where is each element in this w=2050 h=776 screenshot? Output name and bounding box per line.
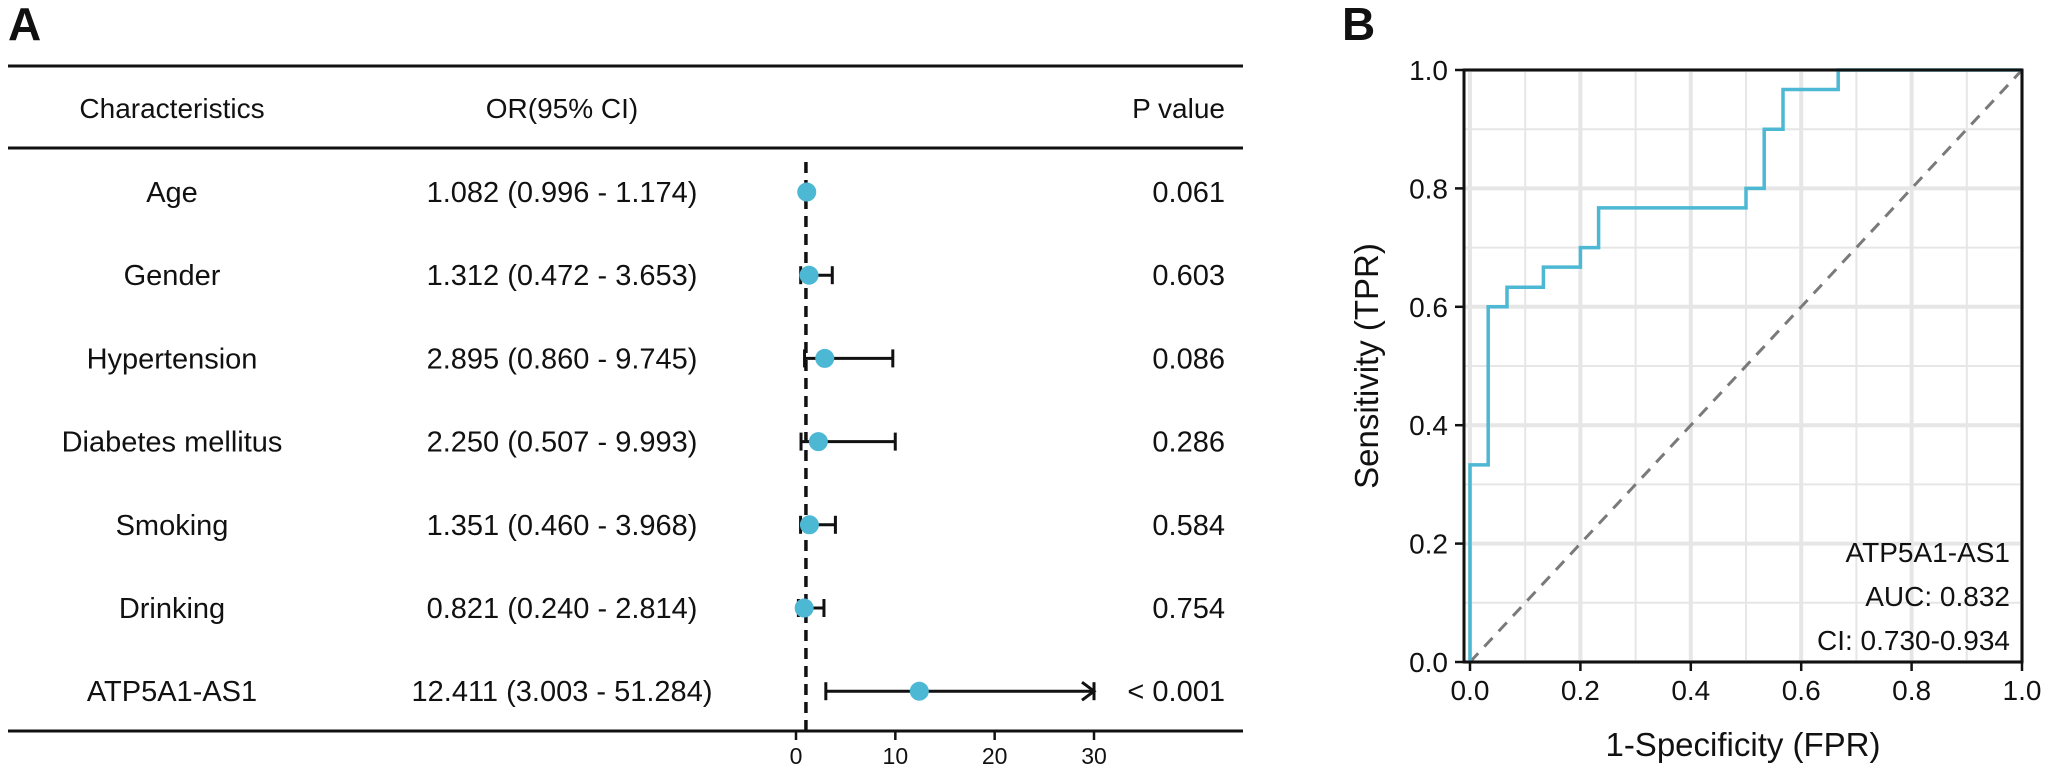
panel-a-label: A bbox=[8, 0, 41, 50]
forest-row: Drinking 0.821 (0.240 - 2.814) 0.754 bbox=[119, 593, 1225, 625]
forest-row-name: Drinking bbox=[119, 593, 225, 625]
forest-row-name: Smoking bbox=[116, 510, 229, 542]
forest-row-p-value: < 0.001 bbox=[1127, 676, 1225, 708]
forest-row-name: Gender bbox=[124, 260, 221, 292]
forest-row-name: Diabetes mellitus bbox=[62, 427, 283, 459]
roc-x-tick-label: 0.8 bbox=[1892, 675, 1931, 706]
roc-y-tick-label: 1.0 bbox=[1409, 55, 1448, 86]
forest-row-or-ci: 0.821 (0.240 - 2.814) bbox=[427, 593, 698, 625]
roc-y-tick-label: 0.8 bbox=[1409, 173, 1448, 204]
roc-legend-name: ATP5A1-AS1 bbox=[1846, 537, 2010, 568]
forest-or-point bbox=[794, 598, 814, 618]
roc-y-axis-title: Sensitivity (TPR) bbox=[1348, 243, 1385, 489]
forest-or-point bbox=[808, 432, 828, 452]
forest-row-p-value: 0.061 bbox=[1152, 177, 1225, 209]
forest-row: ATP5A1-AS1 12.411 (3.003 - 51.284) < 0.001 bbox=[87, 676, 1225, 708]
roc-curve-atp5a1-as1 bbox=[1468, 68, 2022, 662]
forest-row-or-ci: 1.082 (0.996 - 1.174) bbox=[427, 177, 698, 209]
forest-row: Gender 1.312 (0.472 - 3.653) 0.603 bbox=[124, 260, 1225, 292]
roc-x-tick-label: 1.0 bbox=[2003, 675, 2042, 706]
roc-diagonal-reference bbox=[1468, 68, 2024, 664]
forest-or-point bbox=[799, 265, 819, 285]
forest-x-axis: 0 10 20 30 bbox=[790, 729, 1107, 769]
forest-row-or-ci: 12.411 (3.003 - 51.284) bbox=[412, 676, 713, 708]
roc-panel-border bbox=[1462, 68, 2024, 664]
roc-axes: 0.0 0.2 0.4 0.6 0.8 1.0 0.0 0.2 0.4 0.6 0.8 1.0 bbox=[1409, 55, 2041, 706]
forest-plot: Characteristics OR(95% CI) P value Age 1.… bbox=[8, 64, 1243, 769]
roc-y-tick-label: 0.4 bbox=[1409, 410, 1448, 441]
roc-x-axis-title: 1-Specificity (FPR) bbox=[1605, 726, 1880, 763]
forest-row: Hypertension 2.895 (0.860 - 9.745) 0.086 bbox=[87, 343, 1225, 375]
roc-y-tick-label: 0.6 bbox=[1409, 292, 1448, 323]
panel-b-label: B bbox=[1342, 0, 1375, 50]
forest-or-point bbox=[797, 182, 817, 202]
forest-row-name: Age bbox=[146, 177, 198, 209]
forest-row-name: ATP5A1-AS1 bbox=[87, 676, 257, 708]
forest-row-or-ci: 2.895 (0.860 - 9.745) bbox=[427, 343, 698, 375]
forest-row-p-value: 0.286 bbox=[1152, 427, 1225, 459]
roc-y-tick-label: 0.0 bbox=[1409, 647, 1448, 678]
forest-axis-tick-label: 0 bbox=[790, 743, 803, 769]
roc-legend-auc: AUC: 0.832 bbox=[1865, 581, 2010, 612]
forest-row-name: Hypertension bbox=[87, 343, 258, 375]
header-or-ci: OR(95% CI) bbox=[486, 93, 638, 124]
roc-x-tick-label: 0.0 bbox=[1451, 675, 1490, 706]
forest-row-or-ci: 1.312 (0.472 - 3.653) bbox=[427, 260, 698, 292]
forest-row-or-ci: 2.250 (0.507 - 9.993) bbox=[427, 427, 698, 459]
roc-grid bbox=[1464, 68, 2024, 664]
forest-rows: Age 1.082 (0.996 - 1.174) 0.061 Gender 1.312… bbox=[62, 162, 1225, 731]
roc-y-tick-label: 0.2 bbox=[1409, 529, 1448, 560]
forest-axis-tick-label: 20 bbox=[982, 743, 1008, 769]
forest-row-p-value: 0.086 bbox=[1152, 343, 1225, 375]
forest-axis-tick-label: 30 bbox=[1081, 743, 1107, 769]
forest-or-point bbox=[799, 515, 819, 535]
forest-row: Age 1.082 (0.996 - 1.174) 0.061 bbox=[146, 177, 1225, 209]
roc-plot: 0.0 0.2 0.4 0.6 0.8 1.0 0.0 0.2 0.4 0.6 0.8 1.0 ATP… bbox=[1348, 55, 2041, 763]
roc-x-tick-label: 0.6 bbox=[1782, 675, 1821, 706]
forest-row-or-ci: 1.351 (0.460 - 3.968) bbox=[427, 510, 698, 542]
roc-x-tick-label: 0.2 bbox=[1561, 675, 1600, 706]
roc-legend-ci: CI: 0.730-0.934 bbox=[1817, 625, 2010, 656]
forest-row: Smoking 1.351 (0.460 - 3.968) 0.584 bbox=[116, 510, 1225, 542]
forest-row-p-value: 0.584 bbox=[1152, 510, 1225, 542]
forest-or-point bbox=[815, 348, 835, 368]
forest-row-p-value: 0.754 bbox=[1152, 593, 1225, 625]
forest-row: Diabetes mellitus 2.250 (0.507 - 9.993) 0.… bbox=[62, 427, 1225, 459]
roc-x-tick-label: 0.4 bbox=[1671, 675, 1710, 706]
forest-or-point bbox=[909, 681, 929, 701]
forest-row-p-value: 0.603 bbox=[1152, 260, 1225, 292]
forest-axis-tick-label: 10 bbox=[883, 743, 909, 769]
header-characteristics: Characteristics bbox=[79, 93, 264, 124]
header-p-value: P value bbox=[1132, 93, 1225, 124]
